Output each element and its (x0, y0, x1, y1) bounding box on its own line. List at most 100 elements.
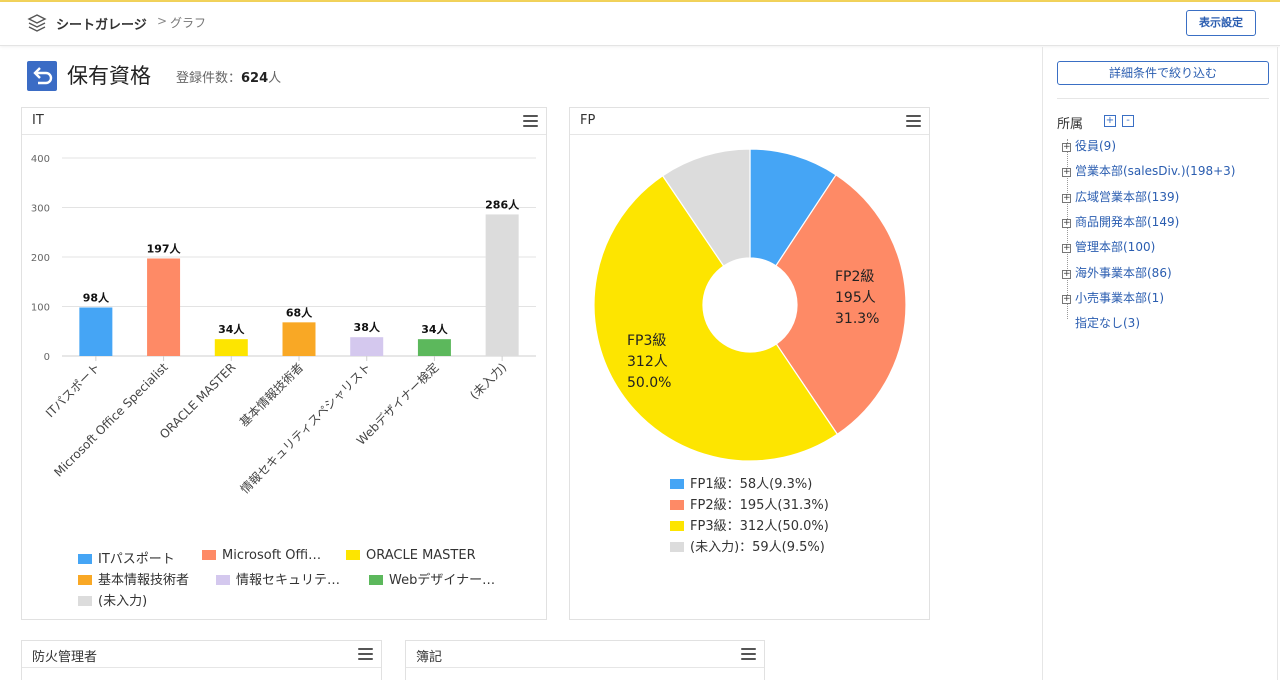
legend-swatch (670, 479, 684, 489)
legend-item[interactable]: Microsoft Offi… (202, 548, 321, 563)
card-title: 簿記 (416, 650, 443, 665)
back-button[interactable] (27, 61, 57, 91)
tree-guide-line (1067, 139, 1068, 319)
sidebar-divider (1042, 47, 1043, 680)
org-tree-leaf[interactable]: 指定なし(3) (1075, 316, 1140, 331)
plus-box-icon[interactable]: + (1062, 243, 1071, 254)
bar (147, 258, 181, 356)
data-label: 286人 (485, 197, 520, 211)
display-settings-button[interactable]: 表示設定 (1186, 10, 1256, 36)
fp-chart-card: FP FP2級 195人 31.3% FP3級 312人 50.0% FP1級：58人(9… (569, 107, 930, 620)
y-tick-label: 0 (44, 352, 50, 363)
breadcrumb-separator: > (157, 14, 168, 28)
fire-manager-chart-card: 防火管理者 (21, 640, 382, 680)
page-title: 保有資格 (67, 64, 151, 88)
legend-label: ORACLE MASTER (366, 548, 476, 563)
top-accent-line (0, 0, 1280, 2)
pie-slice (593, 174, 839, 462)
org-tree-label[interactable]: 営業本部(salesDiv.)(198+3) (1075, 164, 1236, 179)
hamburger-menu-icon[interactable] (906, 115, 921, 127)
bar (79, 307, 113, 356)
plus-box-icon[interactable]: + (1062, 217, 1071, 228)
slice-label: FP2級 (835, 269, 874, 285)
sidebar-right-border (1277, 47, 1278, 680)
org-tree-item[interactable]: + 広域営業本部(139) (1062, 188, 1179, 205)
legend-swatch (369, 575, 383, 585)
org-tree-item[interactable]: + 管理本部(100) (1062, 238, 1155, 255)
org-tree-item[interactable]: + 海外事業本部(86) (1062, 264, 1172, 281)
slice-label: 195人 (835, 290, 876, 306)
legend-swatch (78, 554, 92, 564)
plus-box-icon[interactable]: + (1062, 142, 1071, 152)
legend-item[interactable]: 基本情報技術者 (78, 569, 189, 588)
x-tick-label: ITパスポート (43, 360, 103, 420)
data-label: 34人 (218, 322, 245, 336)
legend-swatch (670, 542, 684, 552)
bookkeeping-chart-card: 簿記 (405, 640, 765, 680)
org-tree-label[interactable]: 役員(9) (1075, 139, 1116, 153)
record-count-label: 登録件数： (176, 71, 242, 86)
hamburger-menu-icon[interactable] (358, 648, 373, 660)
x-tick-label: ORACLE MASTER (157, 360, 238, 441)
hamburger-menu-icon[interactable] (523, 115, 538, 127)
legend-label: 情報セキュリテ… (236, 573, 341, 588)
org-tree-label[interactable]: 管理本部(100) (1075, 240, 1156, 255)
expand-all-button[interactable]: + (1104, 115, 1116, 127)
x-tick-label: 情報セキュリティスペシャリスト (238, 360, 374, 496)
legend-label: (未入力) (98, 594, 148, 609)
legend-item[interactable]: (未入力) (78, 590, 147, 609)
it-bar-chart: 0 100 200 300 400 98人 ITパスポート 197人 Microsoft Off… (31, 154, 536, 496)
data-label: 34人 (421, 322, 448, 336)
legend-swatch (202, 550, 216, 560)
org-tree-item[interactable]: + 小売事業本部(1) (1062, 289, 1164, 306)
legend-item[interactable]: (未入力)：59人(9.5%) (670, 536, 825, 555)
legend-swatch (346, 550, 360, 560)
it-chart-card: IT 0 100 200 300 400 98人 ITパスポート 197人 Microsoft … (21, 107, 547, 620)
slice-label: FP3級 (627, 333, 666, 349)
main-content: 保有資格 登録件数：624人 IT 0 100 200 300 400 98人 ITパスポー… (0, 47, 1042, 680)
legend-label: FP2級：195人(31.3%) (690, 498, 829, 513)
card-header: FP (570, 108, 929, 135)
legend-item[interactable]: ITパスポート (78, 548, 175, 567)
org-tree-label[interactable]: 海外事業本部(86) (1075, 265, 1172, 280)
legend-item[interactable]: Webデザイナー… (369, 569, 495, 588)
org-tree-item[interactable]: + 役員(9) (1062, 137, 1116, 154)
bar (282, 322, 316, 356)
card-title: 防火管理者 (32, 650, 98, 665)
legend-item[interactable]: 情報セキュリテ… (216, 569, 340, 588)
collapse-all-button[interactable]: - (1122, 115, 1134, 127)
legend-label: Webデザイナー… (389, 573, 496, 588)
advanced-filter-button[interactable]: 詳細条件で絞り込む (1057, 61, 1269, 85)
legend-swatch (670, 521, 684, 531)
card-header: IT (22, 108, 546, 135)
pie-slice (775, 174, 907, 436)
layers-icon (27, 14, 47, 32)
org-tree-label[interactable]: 小売事業本部(1) (1075, 290, 1164, 305)
hamburger-menu-icon[interactable] (741, 648, 756, 660)
legend-swatch (670, 500, 684, 510)
legend-item[interactable]: FP2級：195人(31.3%) (670, 494, 829, 513)
legend-swatch (78, 575, 92, 585)
card-header: 防火管理者 (22, 641, 381, 668)
org-tree-item[interactable]: + 営業本部(salesDiv.)(198+3) (1062, 162, 1235, 179)
legend-label: (未入力)：59人(9.5%) (690, 540, 825, 555)
bar (350, 337, 384, 356)
legend-item[interactable]: FP3級：312人(50.0%) (670, 515, 829, 534)
org-tree-label[interactable]: 広域営業本部(139) (1075, 189, 1180, 204)
legend-swatch (78, 596, 92, 606)
data-label: 38人 (354, 320, 381, 334)
data-label: 98人 (83, 290, 110, 304)
sidebar-separator (1057, 98, 1269, 99)
brand-name[interactable]: シートガレージ (56, 18, 147, 33)
legend-item[interactable]: ORACLE MASTER (346, 548, 476, 563)
legend-label: FP3級：312人(50.0%) (690, 519, 829, 534)
plus-box-icon[interactable]: + (1062, 268, 1071, 279)
org-tree-label[interactable]: 商品開発本部(149) (1075, 214, 1180, 229)
org-tree-item[interactable]: + 商品開発本部(149) (1062, 213, 1179, 230)
plus-box-icon[interactable]: + (1062, 192, 1071, 203)
pie-slice (661, 148, 751, 267)
plus-box-icon[interactable]: + (1062, 167, 1071, 178)
plus-box-icon[interactable]: + (1062, 293, 1071, 304)
legend-item[interactable]: FP1級：58人(9.3%) (670, 473, 812, 492)
breadcrumb-current: グラフ (170, 16, 207, 30)
